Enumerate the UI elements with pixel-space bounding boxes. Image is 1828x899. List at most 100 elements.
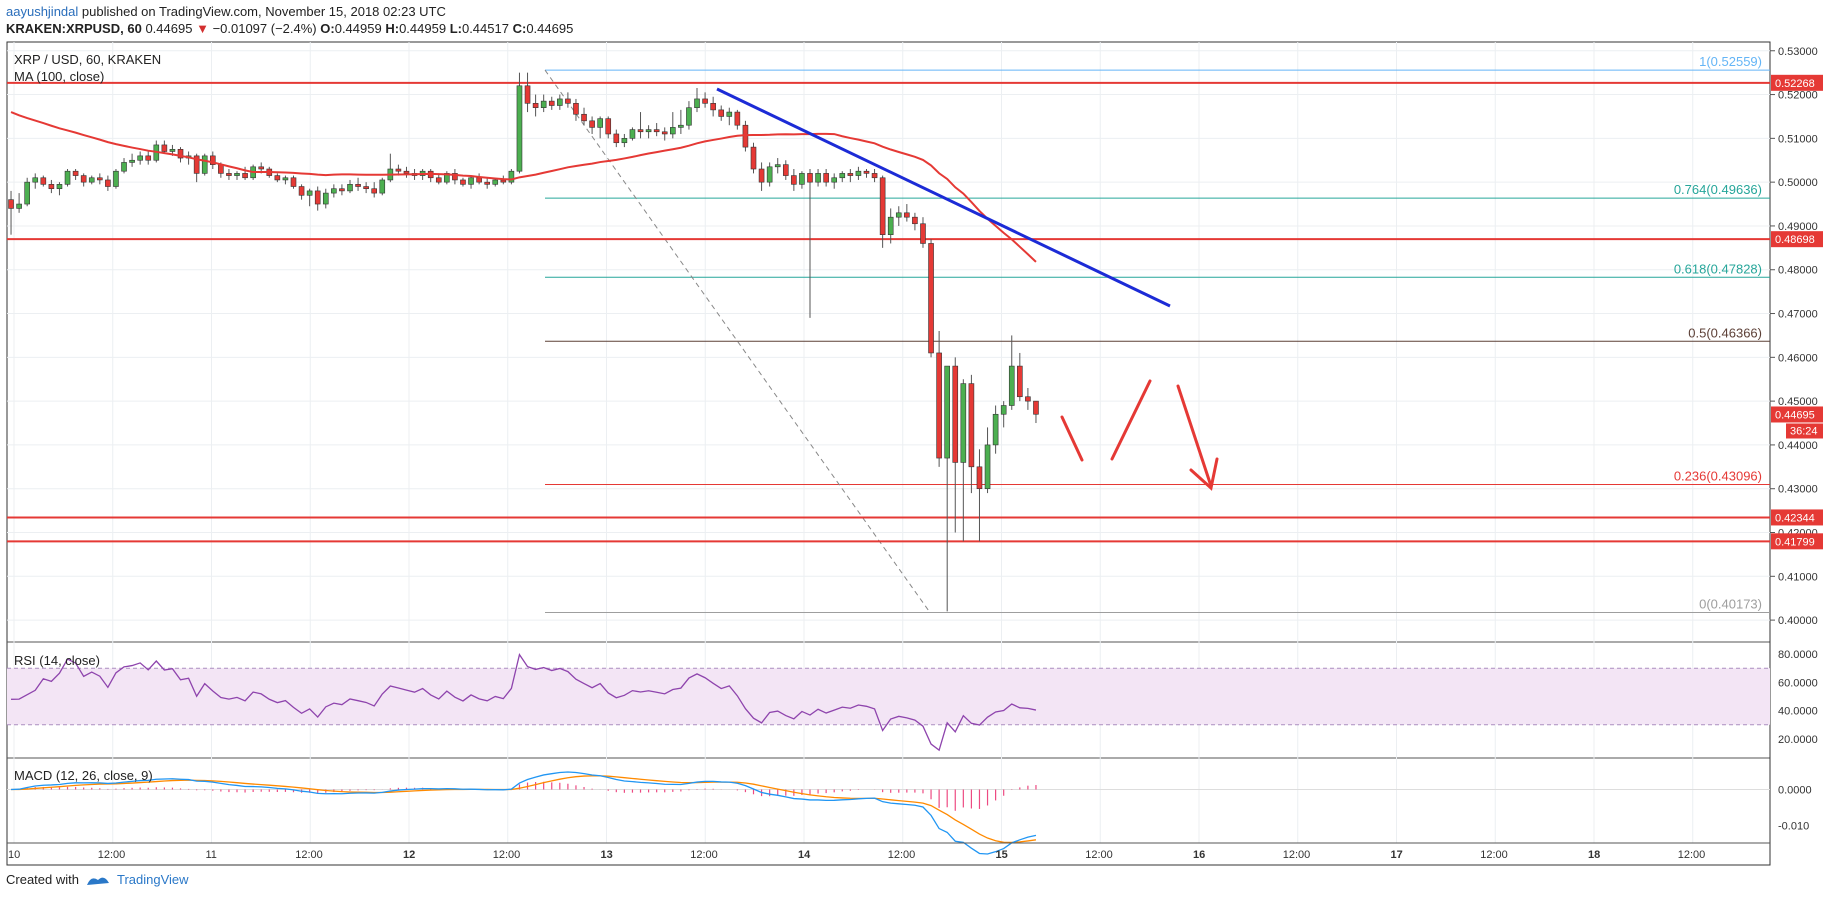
candle-body: [726, 111, 733, 117]
candle-body: [823, 173, 829, 183]
fib-label: 0.5(0.46366): [1688, 325, 1762, 340]
candle-body: [355, 184, 361, 187]
price-tick-label: 0.49000: [1778, 221, 1818, 233]
time-tick-label: 12:00: [98, 849, 126, 861]
candle-body: [452, 173, 458, 181]
candle-body: [363, 186, 369, 190]
candle-body: [468, 177, 474, 185]
candle-body: [984, 444, 991, 490]
open-label: O:: [320, 21, 335, 36]
time-tick-label: 12:00: [1085, 849, 1113, 861]
price-tick-label: 0.43000: [1778, 484, 1818, 496]
candle-body: [169, 148, 176, 152]
candle-body: [734, 111, 741, 126]
candle-body: [766, 166, 773, 183]
level-tag: [1771, 74, 1823, 91]
created-with-label: Created with: [6, 872, 79, 887]
axes: 0.53000 0.52000 0.51000 0.50000 0.49000 0.480…: [7, 46, 1818, 861]
candle-body: [791, 175, 797, 185]
time-tick-label: 11: [206, 849, 217, 861]
candle-body: [209, 155, 216, 165]
macd-pane: 0.0000 -0.010: [7, 771, 1812, 855]
candle-body: [306, 190, 313, 196]
candle-body: [613, 133, 620, 144]
time-tick-label: 15: [996, 849, 1008, 861]
candle-body: [492, 179, 499, 185]
rsi-tick-label: 40.0000: [1778, 706, 1818, 718]
candle-body: [653, 129, 660, 133]
price-tick-label: 0.52000: [1778, 90, 1818, 102]
time-tick-label: 12: [403, 849, 415, 861]
time-tick-label: 17: [1391, 849, 1403, 861]
legend-macd: MACD (12, 26, close, 9): [14, 768, 153, 783]
price-tick-label: 0.50000: [1778, 177, 1818, 189]
low-value: 0.44517: [461, 21, 509, 36]
candle-body: [40, 177, 47, 185]
candle-body: [371, 188, 377, 194]
level-tag-label: 0.42344: [1775, 512, 1815, 524]
candle-body: [758, 168, 765, 183]
legend-symbol: XRP / USD, 60, KRAKEN: [14, 52, 161, 67]
candle-body: [629, 129, 636, 139]
candle-body: [855, 170, 862, 176]
current-price-label: 0.44695: [1775, 409, 1815, 421]
tradingview-link[interactable]: TradingView: [116, 872, 189, 887]
price-tick-label: 0.45000: [1778, 396, 1818, 408]
candle-body: [960, 383, 967, 463]
candle-body: [1033, 400, 1039, 415]
candle-body: [8, 199, 14, 209]
high-label: H:: [385, 21, 400, 36]
candle-body: [298, 186, 305, 196]
candle-body: [597, 118, 603, 128]
candle-body: [331, 188, 337, 194]
candle-body: [936, 352, 942, 459]
rsi-line: [11, 653, 1037, 752]
candle-body: [282, 177, 289, 181]
level-tag-label: 0.41799: [1775, 536, 1815, 548]
author-link[interactable]: aayushjindal: [6, 4, 79, 19]
candle-body: [403, 170, 410, 174]
candle-body: [548, 100, 555, 106]
candle-body: [661, 131, 668, 135]
candle-body: [64, 170, 71, 185]
price-tick-label: 0.47000: [1778, 309, 1818, 321]
candle-body: [774, 164, 781, 168]
time-tick-label: 12:00: [493, 849, 521, 861]
rsi-tick-label: 80.0000: [1778, 649, 1818, 661]
level-tag: [1771, 231, 1823, 248]
time-tick-label: 12:00: [690, 849, 718, 861]
price-tick-label: 0.46000: [1778, 352, 1818, 364]
close-value: 0.44695: [526, 21, 574, 36]
projection-leg-2: [1110, 379, 1152, 461]
countdown-tag: [1786, 423, 1823, 439]
price-tick-label: 0.44000: [1778, 440, 1818, 452]
rsi-tick-label: 60.0000: [1778, 677, 1818, 689]
candle-body: [72, 170, 79, 176]
candle-body: [201, 155, 208, 174]
candle-body: [218, 164, 224, 174]
candle-body: [621, 138, 628, 144]
candle-body: [524, 85, 531, 104]
candle-body: [839, 173, 846, 179]
price-tags: 0.52268 0.48698 0.42344 0.41799 0.44695 36:24: [1771, 74, 1823, 550]
macd-tick-label: 0.0000: [1778, 784, 1812, 796]
candle-body: [573, 103, 579, 115]
candle-body: [678, 124, 684, 128]
candle-body: [347, 184, 353, 192]
footer: Created with TradingView: [6, 872, 189, 887]
candle-body: [702, 98, 708, 104]
candle-body: [56, 184, 63, 190]
candle-body: [274, 175, 281, 181]
candle-body: [80, 175, 87, 183]
candle-body: [395, 168, 402, 172]
candle-body: [1000, 405, 1007, 415]
horizontal-levels: [7, 81, 1770, 543]
symbol-line: KRAKEN:XRPUSD, 60 0.44695 ▼ −0.01097 (−2…: [6, 21, 573, 36]
time-tick-label: 10: [8, 849, 20, 861]
open-value: 0.44959: [334, 21, 382, 36]
candle-body: [799, 173, 805, 185]
published-text: published on TradingView.com, November 1…: [81, 4, 446, 19]
candle-body: [88, 177, 95, 183]
price-tick-label: 0.53000: [1778, 46, 1818, 58]
